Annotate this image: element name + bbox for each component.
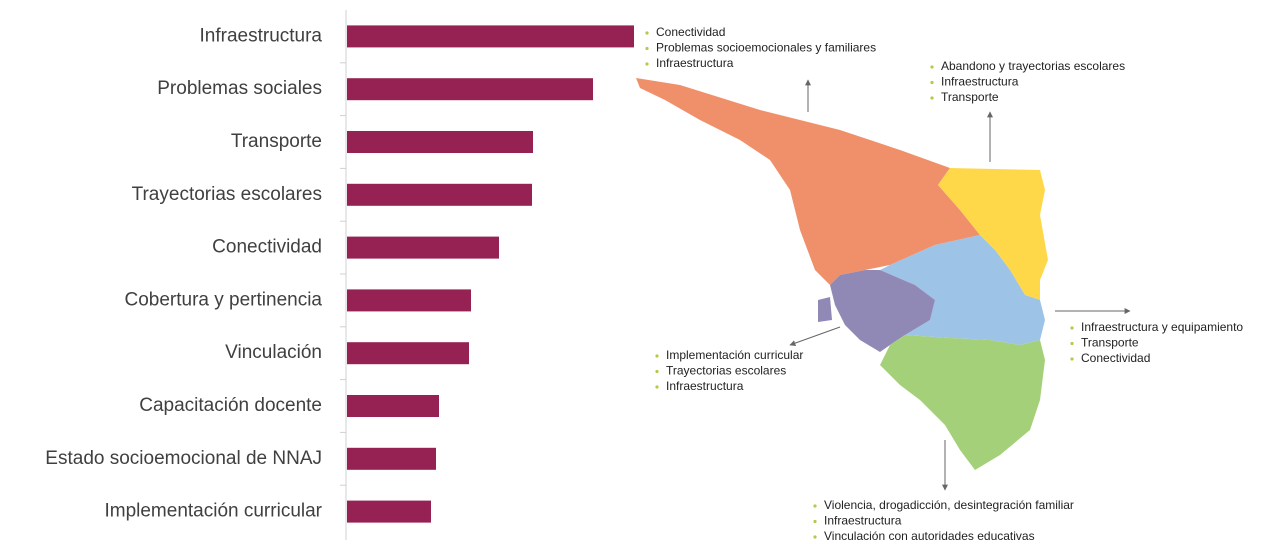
arrow [789,326,841,346]
bullet [645,46,649,51]
callout-item: Transporte [1081,336,1139,350]
callout-item: Conectividad [656,25,725,39]
callout-item: Conectividad [1081,351,1150,365]
bar [347,342,469,365]
region-yellow [938,168,1048,300]
callout-item: Infraestructura [666,379,744,393]
bar [347,500,431,523]
callout-item: Violencia, drogadicción, desintegración … [824,498,1074,512]
bar [347,289,471,312]
bullet [655,354,659,358]
bullet [813,535,817,539]
bar [347,78,593,101]
bar [347,236,499,259]
bullet [813,519,817,524]
callout-item: Infraestructura [824,514,902,528]
category-label: Transporte [231,131,322,152]
category-label: Capacitación docente [139,395,322,416]
callout-item: Vinculación con autoridades educativas [824,529,1035,543]
bar [347,395,439,417]
callout-item: Infraestructura y equipamiento [1081,320,1243,334]
region-blue [880,235,1045,345]
category-label: Vinculación [225,342,322,363]
bullet [930,65,934,69]
callout-item: Implementación curricular [666,348,803,362]
bar [347,131,533,153]
bullet [1070,341,1074,346]
region-orange [636,78,980,285]
region-purple [830,270,935,352]
category-label: Implementación curricular [104,501,322,522]
callout-item: Trayectorias escolares [666,364,786,378]
callout-item: Infraestructura [656,56,734,70]
region-green [880,335,1045,470]
bar [347,183,532,206]
category-label: Trayectorias escolares [132,184,322,205]
callout-item: Transporte [941,90,999,104]
callout-item: Infraestructura [941,75,1019,89]
category-label: Estado socioemocional de NNAJ [45,448,322,469]
bullet [645,31,649,35]
region-purple-island [818,297,832,322]
category-label: Infraestructura [200,25,323,46]
bullet [813,504,817,508]
callout-item: Problemas socioemocionales y familiares [656,41,876,55]
bullet [930,80,934,85]
bullet [930,96,934,100]
bar [347,447,436,470]
bullet [1070,326,1074,330]
map [636,78,1131,491]
category-label: Conectividad [212,237,322,258]
callout-item: Abandono y trayectorias escolares [941,59,1125,73]
bullet [1070,357,1074,361]
bullet [655,369,659,374]
bullet [655,385,659,389]
category-label: Cobertura y pertinencia [125,289,323,310]
bullet [645,62,649,66]
bar [347,25,634,48]
category-label: Problemas sociales [157,78,322,99]
